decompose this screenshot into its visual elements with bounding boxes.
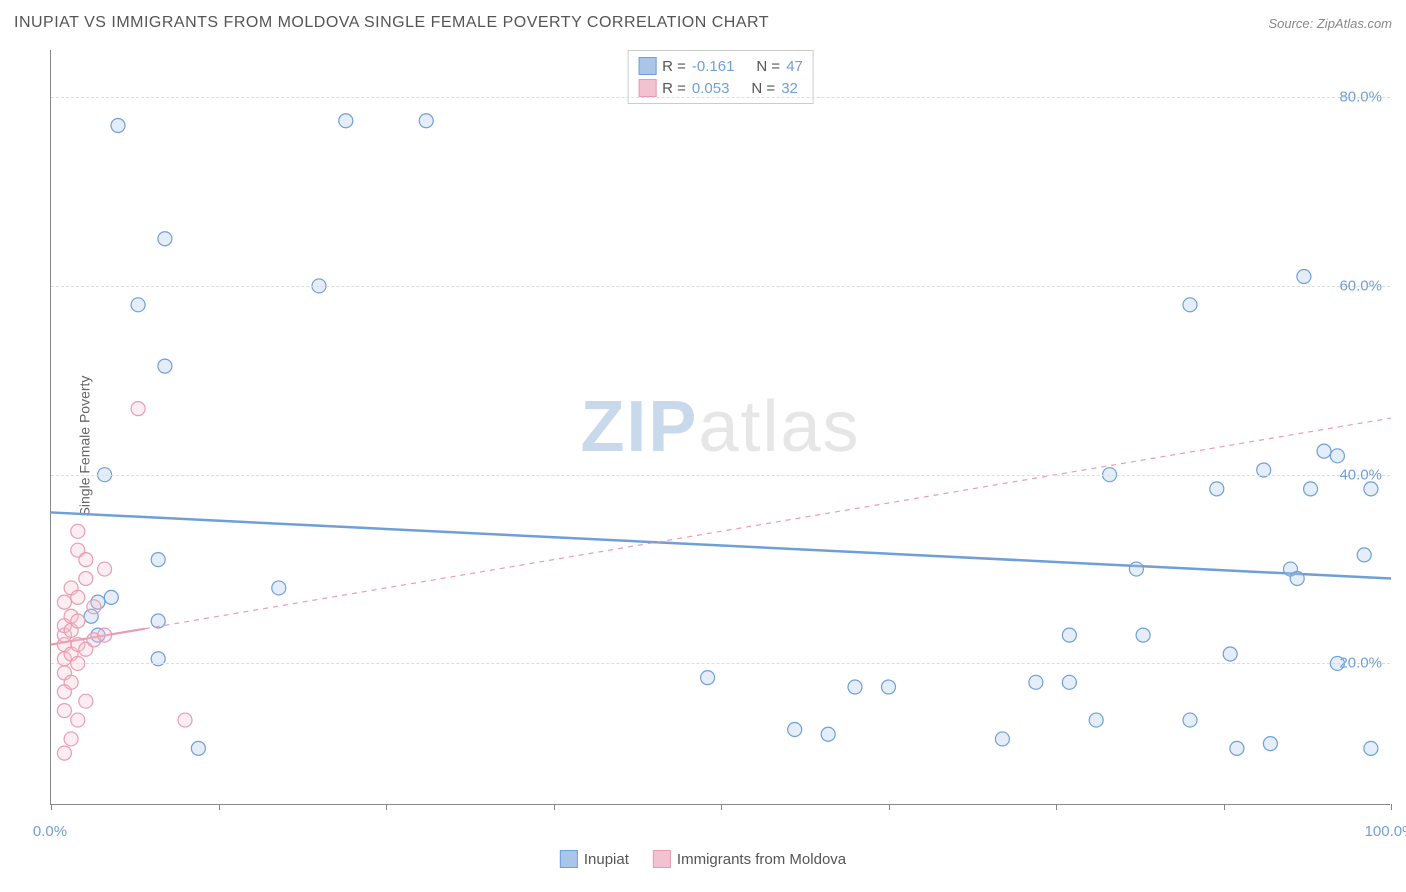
plot-area: R = -0.161 N = 47 R = 0.053 N = 32 ZIPat… xyxy=(50,50,1390,805)
data-point xyxy=(1183,298,1197,312)
data-point xyxy=(98,628,112,642)
data-point xyxy=(1304,482,1318,496)
x-tick xyxy=(1056,804,1057,810)
data-point xyxy=(1129,562,1143,576)
data-point xyxy=(71,590,85,604)
data-point xyxy=(1223,647,1237,661)
data-point xyxy=(1364,482,1378,496)
data-point xyxy=(1357,548,1371,562)
data-point xyxy=(1230,741,1244,755)
data-point xyxy=(1364,741,1378,755)
gridline xyxy=(51,286,1390,287)
scatter-svg xyxy=(51,50,1390,804)
data-point xyxy=(1089,713,1103,727)
y-tick-label: 60.0% xyxy=(1339,277,1382,294)
data-point xyxy=(272,581,286,595)
data-point xyxy=(701,671,715,685)
data-point xyxy=(1290,572,1304,586)
title-bar: INUPIAT VS IMMIGRANTS FROM MOLDOVA SINGL… xyxy=(14,14,1392,32)
x-tick xyxy=(1224,804,1225,810)
legend-swatch-icon xyxy=(653,850,671,868)
data-point xyxy=(1297,270,1311,284)
data-point xyxy=(1062,628,1076,642)
x-tick xyxy=(889,804,890,810)
data-point xyxy=(79,572,93,586)
x-tick xyxy=(1391,804,1392,810)
legend-item: Immigrants from Moldova xyxy=(653,850,846,868)
data-point xyxy=(339,114,353,128)
data-point xyxy=(87,600,101,614)
data-point xyxy=(191,741,205,755)
data-point xyxy=(1210,482,1224,496)
legend-label: Immigrants from Moldova xyxy=(677,851,846,868)
data-point xyxy=(71,524,85,538)
trend-line xyxy=(51,512,1391,578)
data-point xyxy=(131,298,145,312)
legend-label: Inupiat xyxy=(584,851,629,868)
data-point xyxy=(1330,449,1344,463)
source-label: Source: ZipAtlas.com xyxy=(1268,16,1392,31)
data-point xyxy=(1183,713,1197,727)
data-point xyxy=(151,553,165,567)
data-point xyxy=(158,359,172,373)
data-point xyxy=(158,232,172,246)
x-tick-label: 0.0% xyxy=(33,823,67,840)
data-point xyxy=(995,732,1009,746)
data-point xyxy=(98,562,112,576)
data-point xyxy=(1263,737,1277,751)
data-point xyxy=(64,732,78,746)
chart-title: INUPIAT VS IMMIGRANTS FROM MOLDOVA SINGL… xyxy=(14,14,769,32)
data-point xyxy=(788,723,802,737)
data-point xyxy=(79,553,93,567)
data-point xyxy=(1317,444,1331,458)
data-point xyxy=(64,675,78,689)
data-point xyxy=(71,713,85,727)
data-point xyxy=(419,114,433,128)
legend-item: Inupiat xyxy=(560,850,629,868)
data-point xyxy=(882,680,896,694)
gridline xyxy=(51,475,1390,476)
x-tick xyxy=(219,804,220,810)
data-point xyxy=(848,680,862,694)
y-tick-label: 80.0% xyxy=(1339,89,1382,106)
data-point xyxy=(178,713,192,727)
data-point xyxy=(821,727,835,741)
series-legend: Inupiat Immigrants from Moldova xyxy=(560,850,846,868)
data-point xyxy=(131,402,145,416)
legend-swatch-icon xyxy=(560,850,578,868)
x-tick xyxy=(721,804,722,810)
x-tick xyxy=(554,804,555,810)
y-tick-label: 20.0% xyxy=(1339,655,1382,672)
data-point xyxy=(71,614,85,628)
data-point xyxy=(1136,628,1150,642)
data-point xyxy=(79,694,93,708)
data-point xyxy=(104,590,118,604)
trend-line-dashed xyxy=(145,418,1391,629)
data-point xyxy=(1029,675,1043,689)
x-tick xyxy=(51,804,52,810)
x-tick xyxy=(386,804,387,810)
gridline xyxy=(51,663,1390,664)
y-tick-label: 40.0% xyxy=(1339,466,1382,483)
data-point xyxy=(1062,675,1076,689)
x-tick-label: 100.0% xyxy=(1365,823,1406,840)
data-point xyxy=(57,746,71,760)
data-point xyxy=(57,704,71,718)
data-point xyxy=(57,595,71,609)
data-point xyxy=(111,119,125,133)
gridline xyxy=(51,97,1390,98)
